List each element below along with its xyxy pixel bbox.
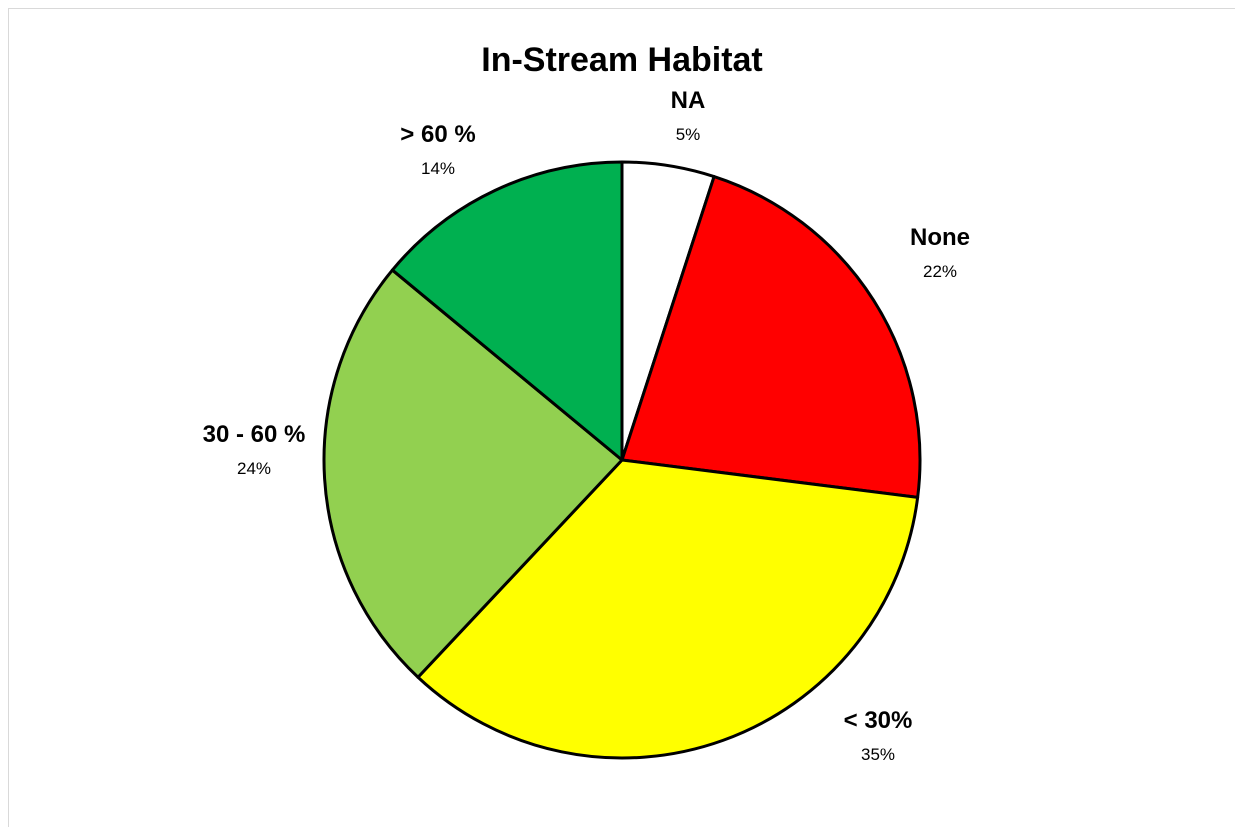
slice-value-label: 5% [676, 125, 701, 144]
pie-slice [390, 160, 624, 462]
slice-value-label: 35% [861, 745, 895, 764]
slice-category-label: None [910, 224, 970, 251]
slice-value-label: 22% [923, 262, 957, 281]
slice-value-label: 24% [237, 459, 271, 478]
pie-labels: NA 5% None 22% < 30% 35% 30 - 60 % 24% > 60 % 14% [203, 87, 970, 764]
pie-slice [620, 175, 922, 499]
pie-slices [322, 160, 922, 760]
slice-category-label: NA [671, 87, 706, 114]
slice-value-label: 14% [421, 159, 455, 178]
pie-slice [322, 268, 624, 679]
slice-category-label: > 60 % [400, 121, 475, 148]
slice-category-label: 30 - 60 % [203, 421, 306, 448]
slice-category-label: < 30% [844, 707, 913, 734]
chart-area [8, 8, 1235, 827]
pie-slice [416, 458, 920, 760]
chart-title: In-Stream Habitat [481, 41, 763, 79]
